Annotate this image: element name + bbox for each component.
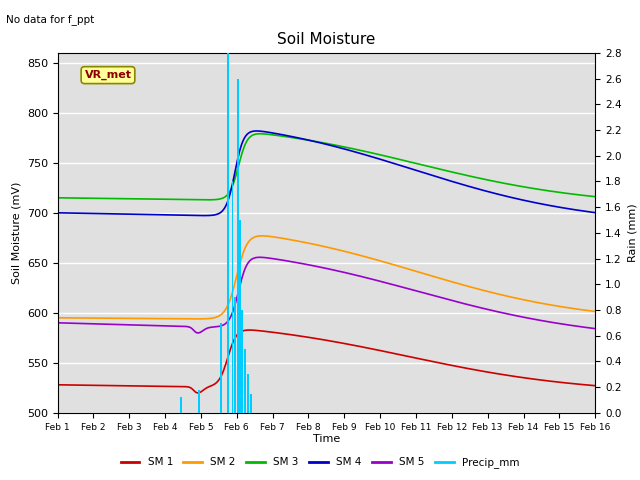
X-axis label: Time: Time xyxy=(313,434,340,444)
Bar xyxy=(232,181,234,413)
Title: Soil Moisture: Soil Moisture xyxy=(277,33,376,48)
Text: VR_met: VR_met xyxy=(84,70,131,80)
Bar xyxy=(250,394,252,413)
Bar xyxy=(237,79,239,413)
Bar xyxy=(220,323,221,413)
Bar xyxy=(244,348,246,413)
Y-axis label: Rain (mm): Rain (mm) xyxy=(627,204,637,262)
Legend: SM 1, SM 2, SM 3, SM 4, SM 5, Precip_mm: SM 1, SM 2, SM 3, SM 4, SM 5, Precip_mm xyxy=(116,453,524,472)
Bar xyxy=(180,397,182,413)
Bar xyxy=(227,50,229,413)
Bar xyxy=(198,390,200,413)
Bar xyxy=(239,220,241,413)
Y-axis label: Soil Moisture (mV): Soil Moisture (mV) xyxy=(11,181,21,284)
Bar xyxy=(234,297,236,413)
Bar xyxy=(241,310,243,413)
Bar xyxy=(246,374,248,413)
Text: No data for f_ppt: No data for f_ppt xyxy=(6,14,95,25)
